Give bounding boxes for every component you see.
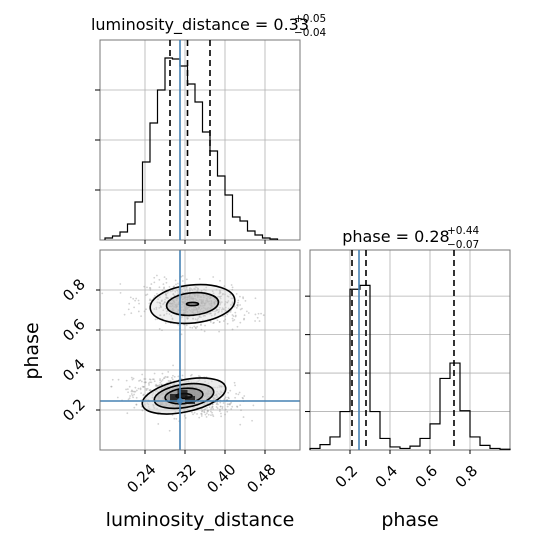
phase-title-plus: +0.44	[447, 225, 479, 237]
phase-title-minus: −0.07	[447, 239, 479, 251]
x-axis-label-luminosity-distance: luminosity_distance	[106, 509, 295, 531]
phase-y-tick-label: 0.8	[59, 275, 89, 305]
phase-x-tick-label: 0.2	[332, 462, 362, 492]
ld-title-plus: +0.05	[294, 13, 326, 25]
phase-hist-frame	[309, 249, 511, 451]
density-core-cell	[177, 390, 188, 398]
phase-title: phase = 0.28	[342, 227, 449, 246]
phase-y-tick-label: 0.6	[59, 315, 89, 345]
ld-x-tick-label: 0.48	[243, 460, 279, 496]
ld-histogram-step	[104, 57, 279, 240]
phase-y-tick-label: 0.4	[59, 355, 89, 385]
ld-x-tick-label: 0.24	[123, 460, 159, 496]
joint-truth-point	[177, 398, 183, 404]
joint-frame	[99, 249, 301, 451]
density-core-cell	[185, 396, 195, 404]
ld-x-tick-label: 0.32	[163, 460, 199, 496]
x-axis-label-phase: phase	[381, 509, 438, 531]
y-axis-label-phase: phase	[21, 322, 43, 379]
ld-title: luminosity_distance = 0.33	[91, 15, 309, 35]
phase-x-tick-label: 0.6	[412, 462, 442, 492]
phase-histogram-step	[309, 284, 511, 450]
luminosity-distance-histogram-panel: luminosity_distance = 0.33 +0.05 −0.04	[91, 13, 326, 244]
ld-x-tick-label: 0.40	[203, 460, 239, 496]
phase-x-tick-label: 0.4	[372, 462, 402, 492]
density-contour	[185, 301, 200, 307]
phase-y-tick-label: 0.2	[59, 395, 89, 425]
ld-title-minus: −0.04	[294, 27, 326, 39]
phase-x-tick-label: 0.8	[452, 462, 482, 492]
joint-density-panel: 0.24 0.32 0.40 0.48 0.2 0.4 0.6 0.8	[59, 249, 301, 497]
phase-histogram-panel: phase = 0.28 +0.44 −0.07 0.2 0.4 0.6 0.8	[305, 225, 511, 492]
density-core-cell	[170, 394, 180, 402]
